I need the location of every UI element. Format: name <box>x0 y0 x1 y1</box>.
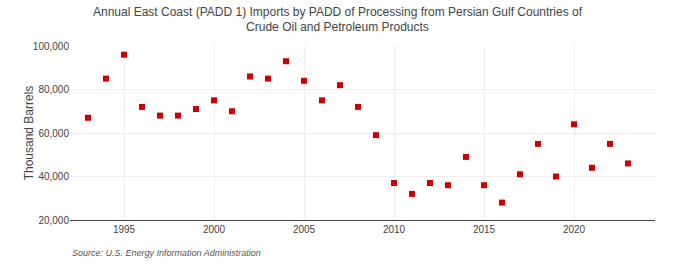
svg-text:2005: 2005 <box>293 224 316 235</box>
svg-text:100,000: 100,000 <box>33 41 70 52</box>
svg-text:1995: 1995 <box>113 224 136 235</box>
svg-text:2020: 2020 <box>563 224 586 235</box>
svg-text:2015: 2015 <box>473 224 496 235</box>
svg-text:Annual East Coast (PADD 1) Imp: Annual East Coast (PADD 1) Imports by PA… <box>93 5 583 35</box>
svg-text:Source: U.S. Energy Informatio: Source: U.S. Energy Information Administ… <box>72 248 261 258</box>
svg-text:2000: 2000 <box>203 224 226 235</box>
svg-text:80,000: 80,000 <box>38 84 69 95</box>
svg-text:Thousand Barrels: Thousand Barrels <box>22 86 36 181</box>
svg-text:2010: 2010 <box>383 224 406 235</box>
svg-text:60,000: 60,000 <box>38 128 69 139</box>
svg-text:40,000: 40,000 <box>38 171 69 182</box>
svg-text:20,000: 20,000 <box>38 215 69 226</box>
